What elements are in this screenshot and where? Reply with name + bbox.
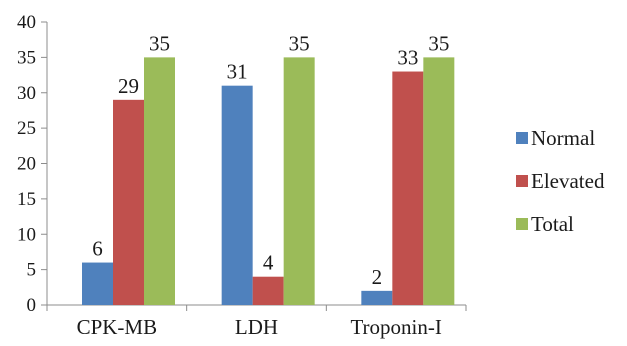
bar-normal-cpk-mb	[82, 262, 113, 305]
data-labels: 6 31 2 29 4 33 35 35 35	[92, 31, 449, 288]
bar-elevated-troponin-i	[392, 71, 424, 306]
x-tick-label: Troponin-I	[350, 315, 441, 339]
y-tick-label: 35	[17, 47, 36, 68]
legend-swatch-total	[516, 218, 528, 230]
y-tick-label: 30	[17, 83, 36, 104]
bar-normal-ldh	[221, 85, 253, 305]
y-tick-label: 0	[27, 295, 37, 316]
x-tick-label: CPK-MB	[77, 315, 158, 339]
data-label: 6	[92, 237, 103, 261]
legend: Normal Elevated Total	[516, 126, 605, 236]
data-label: 31	[227, 60, 248, 84]
bar-elevated-ldh	[252, 276, 284, 305]
legend-label: Total	[531, 212, 574, 236]
legend-label: Elevated	[531, 169, 605, 193]
y-tick-label: 25	[17, 118, 36, 139]
legend-label: Normal	[531, 126, 595, 150]
data-label: 35	[289, 31, 310, 55]
data-label: 29	[118, 74, 139, 98]
y-axis-ticks: 0 5 10 15 20 25 30 35 40	[17, 12, 47, 316]
y-tick-label: 40	[17, 12, 36, 33]
bar-elevated-cpk-mb	[113, 99, 144, 305]
y-tick-label: 10	[17, 224, 36, 245]
y-tick-label: 20	[17, 154, 36, 175]
data-label: 35	[149, 31, 170, 55]
data-label: 33	[397, 46, 418, 70]
bars	[82, 57, 455, 306]
bar-normal-troponin-i	[361, 290, 393, 305]
legend-swatch-normal	[516, 132, 528, 144]
y-tick-label: 15	[17, 189, 36, 210]
x-axis-ticks: CPK-MB LDH Troponin-I	[46, 305, 467, 339]
data-label: 4	[263, 251, 274, 275]
data-label: 2	[372, 265, 383, 289]
bar-total-ldh	[283, 57, 315, 305]
data-label: 35	[428, 31, 449, 55]
y-tick-label: 5	[27, 260, 37, 281]
bar-total-troponin-i	[423, 57, 455, 305]
bar-total-cpk-mb	[144, 57, 175, 305]
legend-swatch-elevated	[516, 175, 528, 187]
x-tick-label: LDH	[235, 315, 278, 339]
